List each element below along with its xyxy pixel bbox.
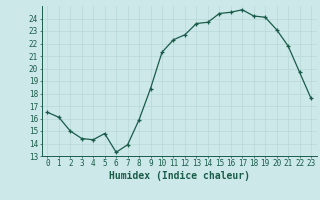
X-axis label: Humidex (Indice chaleur): Humidex (Indice chaleur) bbox=[109, 171, 250, 181]
